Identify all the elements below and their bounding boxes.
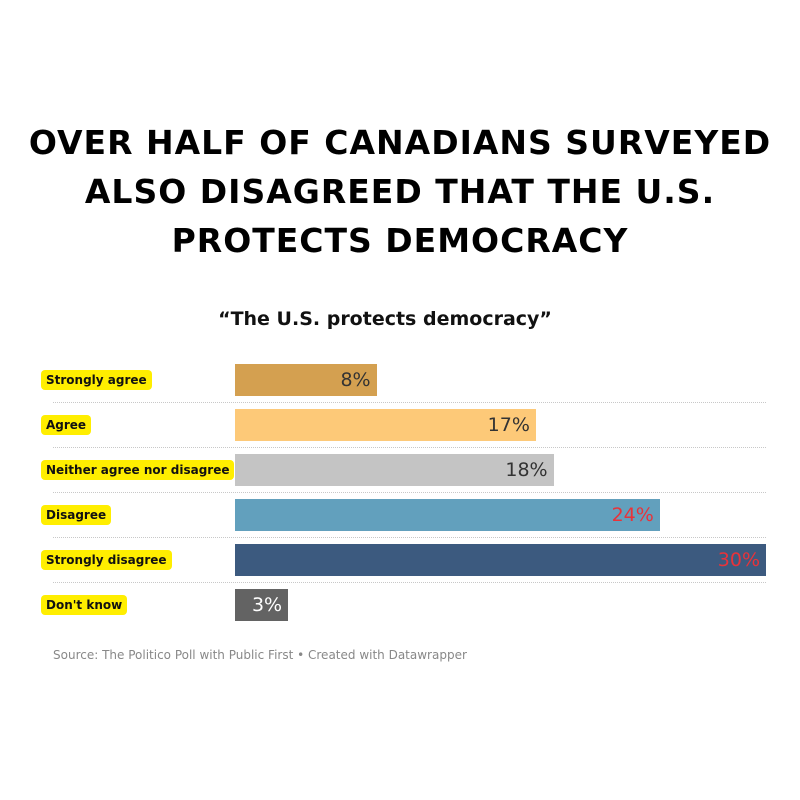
category-label: Neither agree nor disagree	[41, 460, 235, 480]
source-note: Source: The Politico Poll with Public Fi…	[53, 648, 467, 662]
category-label: Don't know	[41, 595, 128, 615]
bar: 30%	[235, 544, 766, 576]
value-label: 3%	[251, 594, 283, 616]
chart-title: “The U.S. protects democracy”	[218, 308, 552, 330]
bar: 18%	[235, 454, 554, 486]
value-label: 24%	[611, 504, 654, 526]
row-divider	[53, 447, 766, 448]
category-label: Agree	[41, 415, 92, 435]
bar: 17%	[235, 409, 536, 441]
value-label: 17%	[487, 414, 530, 436]
row-divider	[53, 402, 766, 403]
category-label: Strongly agree	[41, 370, 152, 390]
bar: 3%	[235, 589, 289, 621]
category-label: Disagree	[41, 505, 112, 525]
value-label: 30%	[717, 549, 760, 571]
bar: 24%	[235, 499, 660, 531]
bar: 8%	[235, 364, 377, 396]
headline: Over half of Canadians surveyed also dis…	[28, 123, 772, 260]
row-divider	[53, 582, 766, 583]
value-label: 18%	[505, 459, 548, 481]
row-divider	[53, 537, 766, 538]
row-divider	[53, 492, 766, 493]
value-label: 8%	[340, 369, 371, 391]
category-label: Strongly disagree	[41, 550, 172, 570]
